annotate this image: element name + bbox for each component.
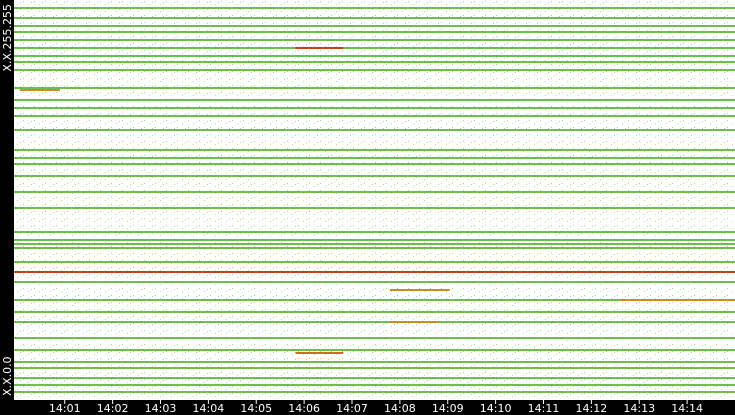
y-tick-label: X.X.0.0 <box>1 356 14 396</box>
x-tick-label: 14:05 <box>240 402 272 415</box>
y-tick-label: X.X.255.255 <box>1 4 14 72</box>
y-axis-bar <box>0 0 14 415</box>
x-tick-label: 14:08 <box>384 402 416 415</box>
background-texture <box>14 0 735 400</box>
x-tick-label: 14:10 <box>480 402 512 415</box>
x-tick-label: 14:12 <box>576 402 608 415</box>
x-tick-label: 14:03 <box>145 402 177 415</box>
x-tick-label: 14:07 <box>336 402 368 415</box>
x-tick-label: 14:06 <box>288 402 320 415</box>
x-tick-label: 14:09 <box>432 402 464 415</box>
x-axis-bar <box>0 400 735 415</box>
x-tick-label: 14:13 <box>623 402 655 415</box>
x-tick-label: 14:01 <box>49 402 81 415</box>
x-tick-label: 14:02 <box>97 402 129 415</box>
x-tick-label: 14:11 <box>528 402 560 415</box>
x-tick-label: 14:04 <box>193 402 225 415</box>
x-tick-label: 14:14 <box>671 402 703 415</box>
